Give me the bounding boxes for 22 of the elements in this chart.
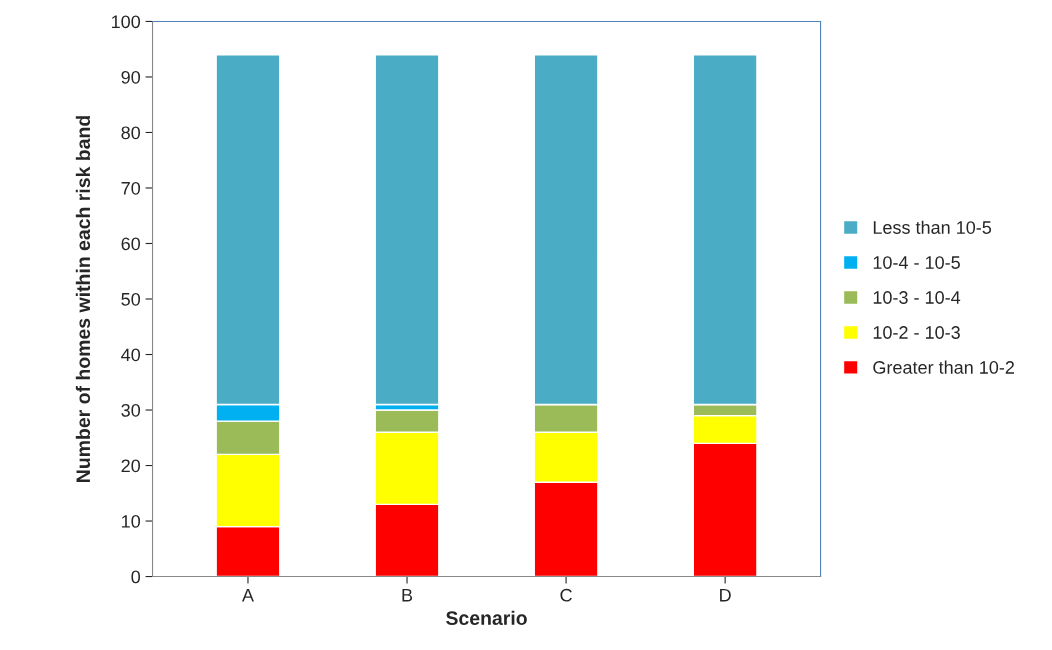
legend-label: 10-4 - 10-5 [873, 256, 960, 269]
legend-label: 10-3 - 10-4 [873, 291, 961, 304]
y-tick-label: 20 [121, 459, 141, 473]
legend-label: 10-2 - 10-3 [873, 326, 960, 339]
x-tick-label: D [720, 589, 731, 602]
legend-label: Greater than 10-2 [873, 360, 1014, 374]
y-tick-label: 10 [122, 514, 141, 528]
x-tick-label: C [560, 588, 572, 602]
y-axis-title: Number of homes within each risk band [75, 116, 91, 482]
legend-label: Less than 10-5 [873, 220, 992, 234]
y-tick-label: 0 [131, 570, 141, 584]
y-tick-label: 30 [121, 403, 141, 417]
x-axis-title: Scenario [446, 610, 527, 626]
y-tick-label: 80 [121, 126, 141, 140]
x-tick-label: A [241, 589, 254, 602]
x-tick-label: B [402, 589, 413, 602]
y-tick-label: 100 [111, 15, 141, 29]
y-tick-label: 90 [121, 70, 141, 84]
y-tick-label: 50 [121, 292, 141, 306]
y-tick-label: 70 [121, 181, 141, 195]
y-tick-label: 60 [121, 237, 141, 251]
y-tick-label: 40 [121, 348, 141, 362]
